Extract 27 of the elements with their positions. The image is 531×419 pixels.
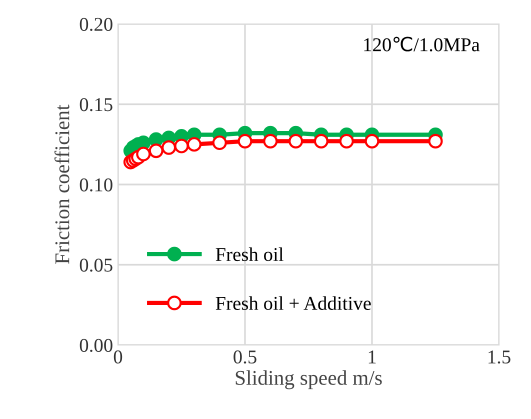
y-axis-title: Friction coefficient: [54, 104, 70, 264]
point: [339, 134, 354, 148]
legend-label: Fresh oil: [216, 247, 284, 262]
x-tick-label: 1.5: [488, 350, 510, 364]
y-tick-label: 0.10: [80, 178, 112, 192]
point: [212, 135, 227, 150]
y-tick-label: 0.05: [80, 258, 112, 272]
x-tick-label: 1: [368, 350, 376, 364]
point: [263, 134, 278, 148]
y-tick-label: 0.20: [80, 18, 112, 32]
point: [174, 138, 189, 154]
legend-label: Fresh oil + Additive: [216, 296, 371, 310]
point: [186, 137, 202, 152]
y-tick-label: 0.15: [80, 98, 112, 112]
point: [288, 134, 304, 148]
point: [314, 134, 328, 148]
y-tick-label: 0.00: [80, 338, 112, 352]
point: [148, 144, 164, 158]
point: [428, 134, 443, 148]
point: [162, 140, 176, 155]
point: [136, 146, 151, 162]
point: [238, 134, 252, 148]
x-tick-label: 0.5: [234, 350, 256, 364]
annotation: 120℃/1.0MPa: [364, 36, 480, 52]
x-axis-title: Sliding speed m/s: [236, 370, 382, 390]
point: [364, 134, 380, 148]
x-tick-label: 0: [114, 350, 122, 364]
